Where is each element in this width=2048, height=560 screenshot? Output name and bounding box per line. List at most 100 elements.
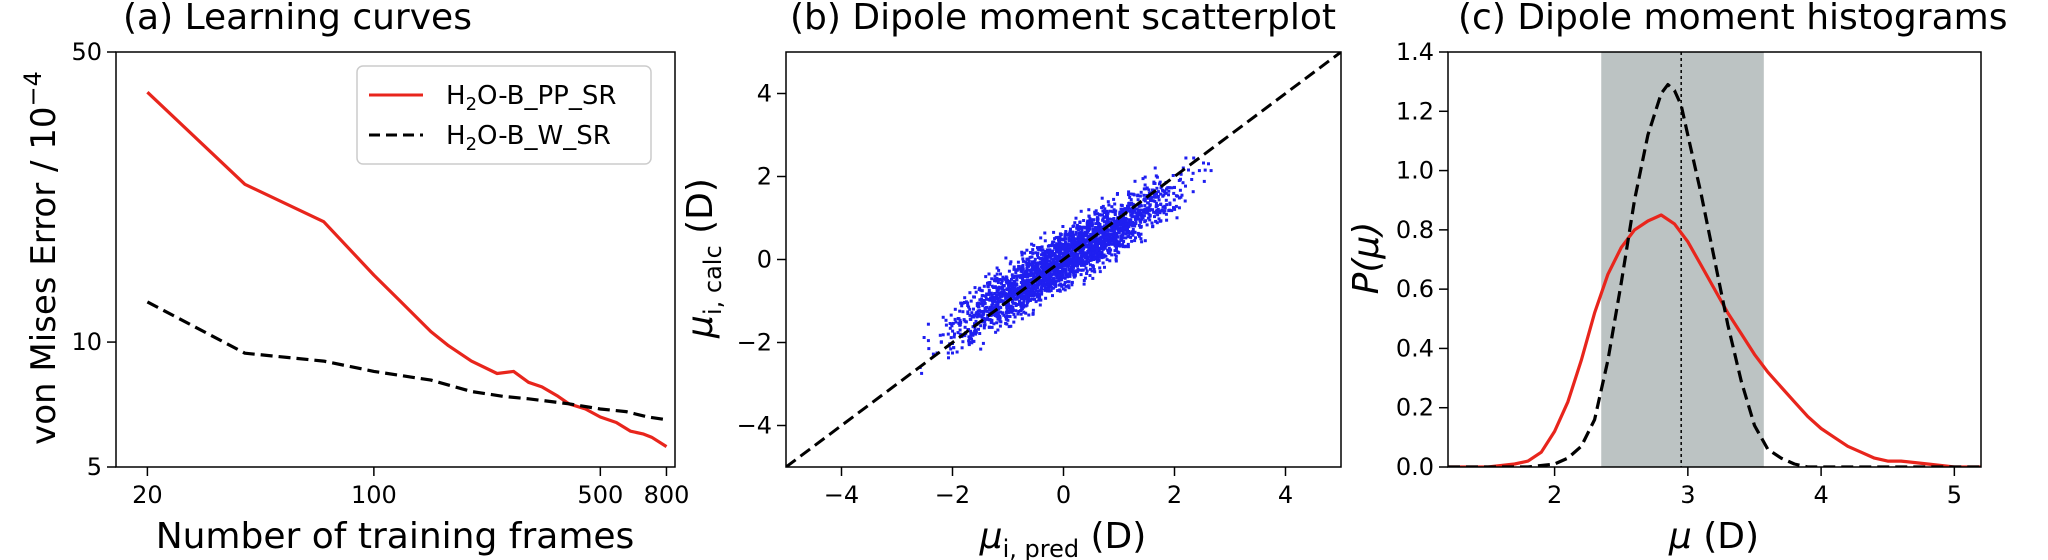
panel-b-point — [979, 324, 983, 328]
panel-c: (c) Dipole moment histograms 2 3 4 5 0.0 0.2 0… — [1346, 0, 2007, 557]
panel-b-point — [1016, 312, 1020, 316]
panel-b-point — [1121, 242, 1125, 246]
panel-b-point — [1041, 248, 1045, 252]
panel-b-point — [1045, 289, 1049, 293]
panel-b-point — [963, 334, 967, 338]
panel-b-point — [1113, 234, 1117, 238]
panel-b-point — [997, 317, 1001, 321]
panel-b-point — [1072, 224, 1076, 228]
panel-b-point — [967, 335, 971, 339]
panel-b-point — [1096, 244, 1099, 248]
panel-b-point — [1075, 263, 1079, 267]
panel-b-point — [1029, 294, 1033, 298]
panel-b-point — [1002, 313, 1006, 317]
panel-b-point — [1040, 285, 1044, 289]
panel-b-point — [982, 299, 986, 302]
panel-b-point — [1023, 283, 1027, 287]
panel-b-point — [1152, 195, 1156, 199]
panel-b-point — [1132, 193, 1136, 197]
panel-b-point — [1128, 203, 1132, 207]
panel-b-point — [988, 282, 992, 286]
panel-b-point — [1050, 262, 1054, 266]
panel-b-point — [1060, 265, 1064, 269]
panel-b-point — [1164, 212, 1168, 216]
panel-b-point — [987, 291, 991, 295]
panel-b-point — [1112, 217, 1116, 220]
panel-b-point — [1063, 240, 1067, 244]
panel-b-point — [959, 301, 963, 305]
panel-b-point — [985, 309, 989, 313]
panel-c-xtick-label: 5 — [1947, 481, 1962, 509]
panel-b-point — [1113, 222, 1117, 226]
panel-b-point — [1101, 231, 1105, 235]
panel-b-point — [1064, 284, 1068, 288]
panel-b-point — [1090, 223, 1094, 227]
panel-b-point — [1067, 268, 1071, 272]
panel-b-point — [960, 346, 964, 350]
panel-b-point — [1162, 211, 1166, 215]
panel-b-point — [963, 296, 967, 300]
panel-b-point — [1010, 290, 1014, 294]
panel-b-point — [1061, 254, 1065, 258]
panel-b-point — [1101, 234, 1105, 238]
panel-b-point — [1025, 303, 1029, 307]
panel-b-point — [1070, 243, 1074, 247]
panel-b-point — [1004, 297, 1008, 300]
panel-b-point — [958, 328, 962, 332]
panel-b-point — [1005, 281, 1009, 285]
panel-b-point — [1120, 204, 1124, 207]
panel-b-point — [1170, 186, 1174, 190]
panel-b-point — [1038, 295, 1042, 299]
panel-b-reference-line — [786, 52, 1341, 467]
panel-b-point — [1137, 208, 1141, 212]
panel-b-point — [1087, 228, 1091, 232]
panel-b-point — [993, 296, 997, 300]
panel-b-point — [1066, 284, 1070, 288]
panel-b-point — [1047, 254, 1051, 258]
panel-b-point — [1007, 269, 1011, 273]
panel-b-point — [1096, 227, 1100, 230]
panel-b-point — [1041, 281, 1045, 285]
panel-b-point — [986, 284, 990, 288]
panel-b-point — [1098, 223, 1102, 226]
panel-b-point — [954, 320, 958, 324]
panel-b-point — [970, 315, 974, 319]
panel-b-point — [1098, 266, 1102, 270]
panel-b-point — [1057, 283, 1061, 287]
panel-b-point — [1092, 218, 1096, 222]
panel-b-point — [1095, 249, 1099, 252]
panel-b-point — [1072, 251, 1076, 255]
panel-b-point — [980, 310, 984, 314]
panel-b-point — [1053, 252, 1057, 255]
panel-b-point — [1155, 192, 1159, 196]
panel-b-point — [998, 300, 1001, 303]
panel-b-point — [999, 310, 1003, 314]
panel-b-point — [1070, 283, 1074, 287]
panel-b-point — [1078, 238, 1082, 242]
panel-b-point — [1113, 213, 1117, 216]
panel-b-point — [1020, 317, 1024, 321]
panel-b-xtick-label: 4 — [1278, 481, 1293, 509]
panel-b-point — [989, 298, 993, 302]
panel-b-point — [998, 324, 1002, 328]
panel-b-point — [1000, 290, 1004, 294]
panel-b-point — [985, 317, 989, 321]
panel-b-point — [1032, 261, 1036, 265]
panel-b-point — [1066, 275, 1069, 279]
panel-b-point — [1063, 246, 1067, 250]
panel-b-point — [1026, 257, 1030, 261]
panel-b-point — [1010, 284, 1014, 288]
panel-b-point — [1061, 261, 1065, 265]
panel-b-point — [1108, 233, 1112, 237]
panel-b-point — [1101, 261, 1105, 265]
panel-b-point — [967, 339, 971, 343]
panel-b-point — [1031, 312, 1035, 315]
panel-b-point — [1036, 251, 1040, 255]
panel-b-point — [983, 294, 987, 298]
panel-b-point — [997, 305, 1001, 309]
panel-b-point — [987, 325, 991, 329]
panel-b-point — [1079, 209, 1083, 213]
panel-b-point — [1020, 270, 1024, 274]
panel-b-point — [1066, 248, 1070, 252]
panel-b-point — [1030, 284, 1034, 288]
